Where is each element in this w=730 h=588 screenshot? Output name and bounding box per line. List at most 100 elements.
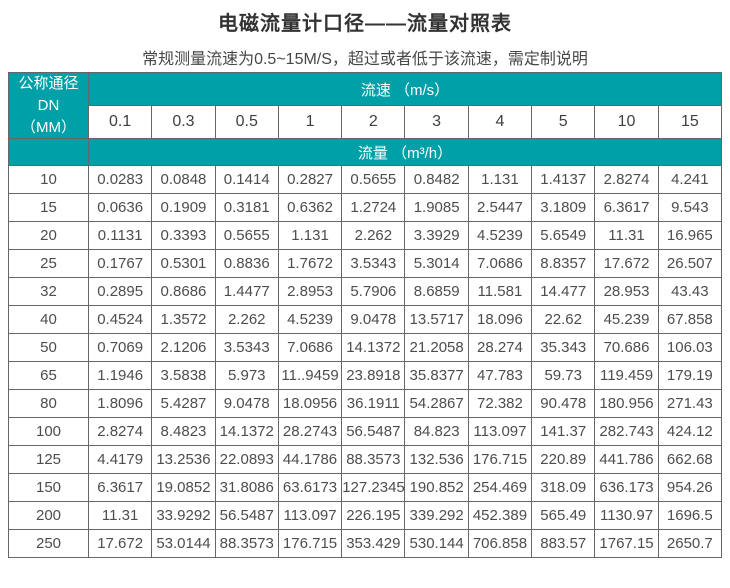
flow-value-cell: 11.581	[467, 277, 533, 307]
flow-value-cell: 106.03	[657, 333, 723, 363]
flow-value-cell: 90.478	[531, 389, 596, 419]
flow-value-cell: 44.1786	[277, 445, 343, 475]
flow-value-cell: 2.8274	[594, 165, 659, 195]
flow-value-cell: 0.1909	[151, 193, 216, 223]
flow-value-cell: 9.543	[657, 193, 723, 223]
flow-value-cell: 0.5655	[341, 165, 406, 195]
flow-value-cell: 0.8686	[151, 277, 216, 307]
flow-value-cell: 254.469	[467, 473, 533, 503]
flow-value-cell: 883.57	[531, 529, 596, 559]
dn-cell: 40	[8, 305, 89, 335]
table-row: 50 0.7069 2.1206 3.5343 7.0686 14.1372 21.2058…	[8, 333, 723, 363]
flow-value-cell: 4.5239	[277, 305, 343, 335]
flow-value-cell: 2650.7	[657, 529, 723, 559]
table-row: 250 17.672 53.0144 88.3573 176.715 353.429 530…	[8, 529, 723, 559]
velocity-column-header: 1	[277, 105, 343, 140]
flow-value-cell: 8.6859	[404, 277, 469, 307]
flow-value-cell: 441.786	[594, 445, 659, 475]
flow-value-cell: 28.2743	[277, 417, 343, 447]
flow-value-cell: 0.5301	[151, 249, 216, 279]
flow-value-cell: 1767.15	[594, 529, 659, 559]
flow-value-cell: 565.49	[531, 501, 596, 531]
dn-cell: 100	[8, 417, 89, 447]
flow-value-cell: 424.12	[657, 417, 723, 447]
flow-value-cell: 63.6173	[277, 473, 343, 503]
flow-value-cell: 11.31	[87, 501, 153, 531]
flow-value-cell: 13.5717	[404, 305, 469, 335]
flow-value-cell: 1.4137	[531, 165, 596, 195]
flow-value-cell: 0.2827	[277, 165, 343, 195]
flow-value-cell: 1.1946	[87, 361, 153, 391]
flow-value-cell: 0.0283	[87, 165, 153, 195]
table-row: 65 1.1946 3.5838 5.973 11..9459 23.8918 35.837…	[8, 361, 723, 391]
flow-value-cell: 127.2345	[341, 473, 406, 503]
flow-value-cell: 0.7069	[87, 333, 153, 363]
table-row: 25 0.1767 0.5301 0.8836 1.7672 3.5343 5.3014 7.…	[8, 249, 723, 279]
flow-value-cell: 0.1414	[214, 165, 279, 195]
flow-value-cell: 0.1131	[87, 221, 153, 251]
flow-value-cell: 17.672	[87, 529, 153, 559]
flow-value-cell: 19.0852	[151, 473, 216, 503]
flow-value-cell: 9.0478	[341, 305, 406, 335]
flow-value-cell: 662.68	[657, 445, 723, 475]
flow-value-cell: 88.3573	[341, 445, 406, 475]
velocity-column-header: 0.3	[151, 105, 216, 140]
dn-cell: 20	[8, 221, 89, 251]
flow-value-cell: 8.4823	[151, 417, 216, 447]
flow-value-cell: 56.5487	[214, 501, 279, 531]
flow-comparison-table: 公称通径DN （MM） 流速 （m/s） 0.1 0.3 0.5 1 2 3 4 5 10 15 …	[8, 71, 723, 559]
flow-value-cell: 4.241	[657, 165, 723, 195]
flow-value-cell: 0.5655	[214, 221, 279, 251]
flow-value-cell: 353.429	[341, 529, 406, 559]
flow-value-cell: 2.1206	[151, 333, 216, 363]
corner-header-dn-mm: 公称通径DN （MM）	[8, 71, 89, 140]
flow-value-cell: 5.7906	[341, 277, 406, 307]
flow-value-cell: 0.2895	[87, 277, 153, 307]
page-title: 电磁流量计口径——流量对照表	[218, 13, 512, 35]
flow-value-cell: 22.0893	[214, 445, 279, 475]
flow-value-cell: 54.2867	[404, 389, 469, 419]
flow-value-cell: 56.5487	[341, 417, 406, 447]
table-row: 200 11.31 33.9292 56.5487 113.097 226.195 339.…	[8, 501, 723, 531]
flow-value-cell: 28.953	[594, 277, 659, 307]
corner-header-line2: （MM）	[21, 118, 76, 136]
flow-value-cell: 113.097	[277, 501, 343, 531]
flow-value-cell: 1.131	[467, 165, 533, 195]
flow-value-cell: 13.2536	[151, 445, 216, 475]
dn-cell: 50	[8, 333, 89, 363]
flow-value-cell: 3.5343	[214, 333, 279, 363]
flow-value-cell: 16.965	[657, 221, 723, 251]
flow-value-cell: 4.5239	[467, 221, 533, 251]
flow-value-cell: 3.1809	[531, 193, 596, 223]
velocity-band-row: 公称通径DN （MM） 流速 （m/s）	[8, 71, 722, 140]
flow-value-cell: 339.292	[404, 501, 469, 531]
velocity-column-header: 15	[657, 105, 723, 140]
flow-value-cell: 11.31	[594, 221, 659, 251]
flow-value-cell: 72.382	[467, 389, 533, 419]
flow-value-cell: 70.686	[594, 333, 659, 363]
flow-value-cell: 3.5838	[151, 361, 216, 391]
flow-value-cell: 59.73	[531, 361, 596, 391]
table-row: 80 1.8096 5.4287 9.0478 18.0956 36.1911 54.286…	[8, 389, 723, 419]
flow-value-cell: 47.783	[467, 361, 533, 391]
flow-value-cell: 282.743	[594, 417, 659, 447]
dn-cell: 150	[8, 473, 89, 503]
velocity-column-header: 4	[467, 105, 533, 140]
flow-value-cell: 318.09	[531, 473, 596, 503]
flow-band-spacer-cell	[8, 138, 89, 167]
flow-value-cell: 5.973	[214, 361, 279, 391]
flow-value-cell: 954.26	[657, 473, 723, 503]
flow-value-cell: 180.956	[594, 389, 659, 419]
flow-value-cell: 2.262	[341, 221, 406, 251]
velocity-header: 流速 （m/s）	[88, 71, 722, 107]
flow-value-cell: 2.262	[214, 305, 279, 335]
table-row: 15 0.0636 0.1909 0.3181 0.6362 1.2724 1.9085 2.…	[8, 193, 723, 223]
flow-value-cell: 176.715	[277, 529, 343, 559]
flow-value-cell: 11..9459	[277, 361, 343, 391]
velocity-column-header: 10	[594, 105, 659, 140]
velocity-values-row: 0.1 0.3 0.5 1 2 3 4 5 10 15	[9, 105, 723, 140]
dn-cell: 250	[8, 529, 89, 559]
flow-value-cell: 113.097	[467, 417, 533, 447]
flow-value-cell: 0.3393	[151, 221, 216, 251]
flow-value-cell: 9.0478	[214, 389, 279, 419]
